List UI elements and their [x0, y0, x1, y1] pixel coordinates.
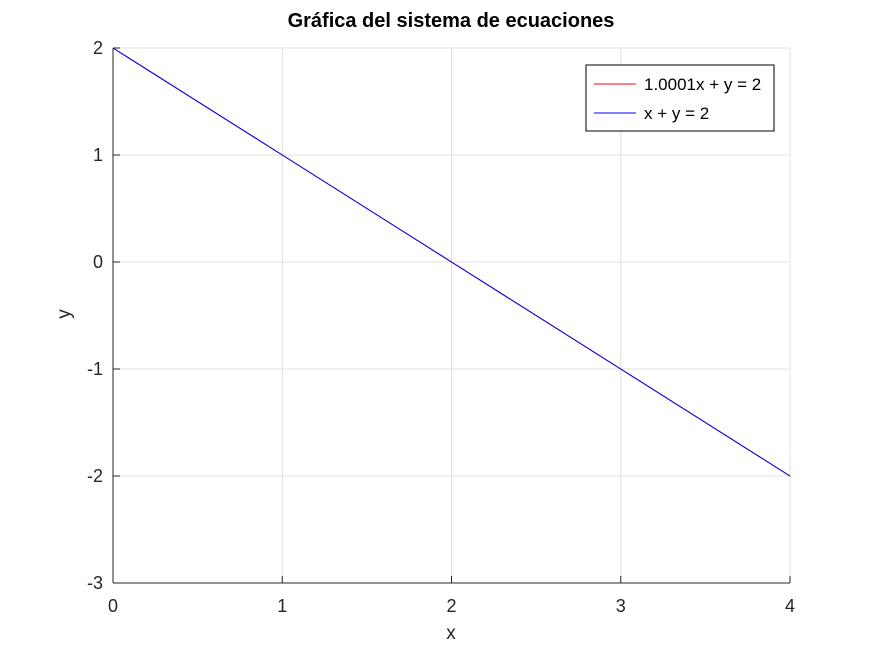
x-tick-label: 4	[785, 596, 795, 616]
chart-title: Gráfica del sistema de ecuaciones	[288, 10, 615, 32]
legend-box	[585, 64, 775, 132]
y-axis-label: y	[54, 309, 75, 319]
y-tick-label: -2	[87, 466, 103, 486]
y-tick-label: 0	[93, 252, 103, 272]
x-tick-label: 3	[616, 596, 626, 616]
y-tick-label: 2	[93, 38, 103, 58]
x-tick-label: 2	[446, 596, 456, 616]
y-tick-label: -3	[87, 573, 103, 593]
x-axis-label: x	[446, 623, 456, 644]
x-tick-label: 0	[108, 596, 118, 616]
legend: 1.0001x + y = 2 x + y = 2	[585, 64, 775, 132]
tick-layer: 0 1 2 3 4 -3 -2 -1 0 1 2	[87, 38, 795, 616]
x-tick-label: 1	[277, 596, 287, 616]
legend-label-series-2: x + y = 2	[644, 104, 709, 123]
y-tick-label: 1	[93, 145, 103, 165]
y-tick-label: -1	[87, 359, 103, 379]
series-layer	[112, 47, 791, 477]
legend-label-series-1: 1.0001x + y = 2	[644, 75, 761, 94]
grid-layer	[112, 47, 791, 584]
series-line-2	[112, 47, 791, 477]
